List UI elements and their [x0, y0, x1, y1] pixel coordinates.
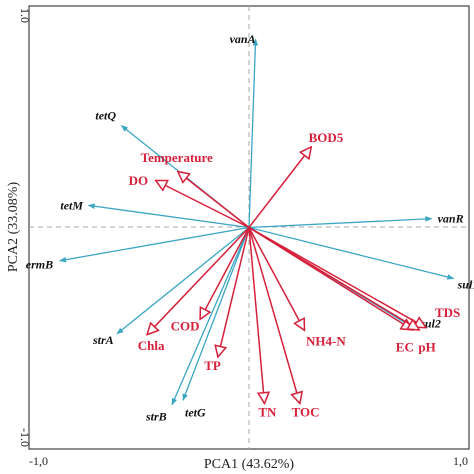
species-label-strb: strB	[145, 410, 167, 424]
env-label-tp: TP	[204, 358, 221, 373]
species-arrow-ermb	[59, 226, 250, 263]
env-label-temperature: Temperature	[141, 150, 213, 165]
env-arrow-do	[157, 181, 250, 229]
env-arrow-cod	[201, 227, 250, 319]
species-vectors: vanAtetQtetMermBstrAstrBtetGvanRsul1sul2	[26, 32, 474, 423]
species-arrow-strb	[171, 227, 250, 406]
env-arrow-temperature	[179, 172, 250, 229]
env-arrow-chla	[148, 226, 250, 334]
x-axis-label: PCA1 (43.62%)	[204, 457, 295, 472]
env-label-tds: TDS	[435, 305, 460, 320]
env-arrow-tn	[248, 227, 264, 403]
species-arrow-stra	[116, 226, 250, 335]
x-tick-label-max: 1,0	[453, 454, 468, 468]
species-label-vanr: vanR	[438, 212, 464, 226]
env-label-tn: TN	[258, 404, 277, 419]
species-arrow-tetm	[87, 203, 250, 229]
env-arrow-toc	[248, 227, 300, 403]
env-label-nh4-n: NH4-N	[306, 333, 346, 348]
species-label-stra: strA	[92, 333, 114, 347]
env-label-do: DO	[129, 173, 149, 188]
env-label-toc: TOC	[292, 404, 320, 419]
species-label-sul1: sul1	[457, 277, 474, 291]
env-label-ec: EC	[396, 339, 414, 354]
y-tick-label-max: 1.0	[18, 8, 32, 23]
species-label-tetg: tetG	[185, 405, 206, 419]
env-label-chla: Chla	[138, 338, 165, 353]
environment-vectors: Temperature DO BOD5 COD Chla TP TN TOC NH4-N TDS E…	[129, 130, 461, 420]
env-arrow-ph	[248, 226, 418, 330]
species-label-tetm: tetM	[60, 198, 83, 212]
species-arrow-vana	[248, 38, 259, 228]
species-arrow-vanr	[248, 216, 433, 229]
env-label-cod: COD	[171, 318, 200, 333]
y-tick-label-min: -1.0	[18, 428, 32, 447]
env-arrow-tds	[248, 226, 425, 328]
env-arrow-nh4-n	[248, 227, 304, 330]
species-arrow-tetg	[182, 227, 250, 401]
env-label-bod5: BOD5	[309, 130, 344, 145]
y-axis-label: PCA2 (33.08%)	[6, 182, 21, 273]
env-arrow-tp	[218, 227, 250, 356]
species-label-vana: vanA	[230, 32, 256, 46]
env-arrow-bod5	[248, 148, 311, 228]
species-label-tetq: tetQ	[95, 109, 116, 123]
env-label-ph: pH	[418, 339, 435, 354]
species-label-ermb: ermB	[26, 258, 53, 272]
species-arrow-sul1	[248, 226, 455, 280]
x-tick-label-min: -1,0	[29, 454, 48, 468]
